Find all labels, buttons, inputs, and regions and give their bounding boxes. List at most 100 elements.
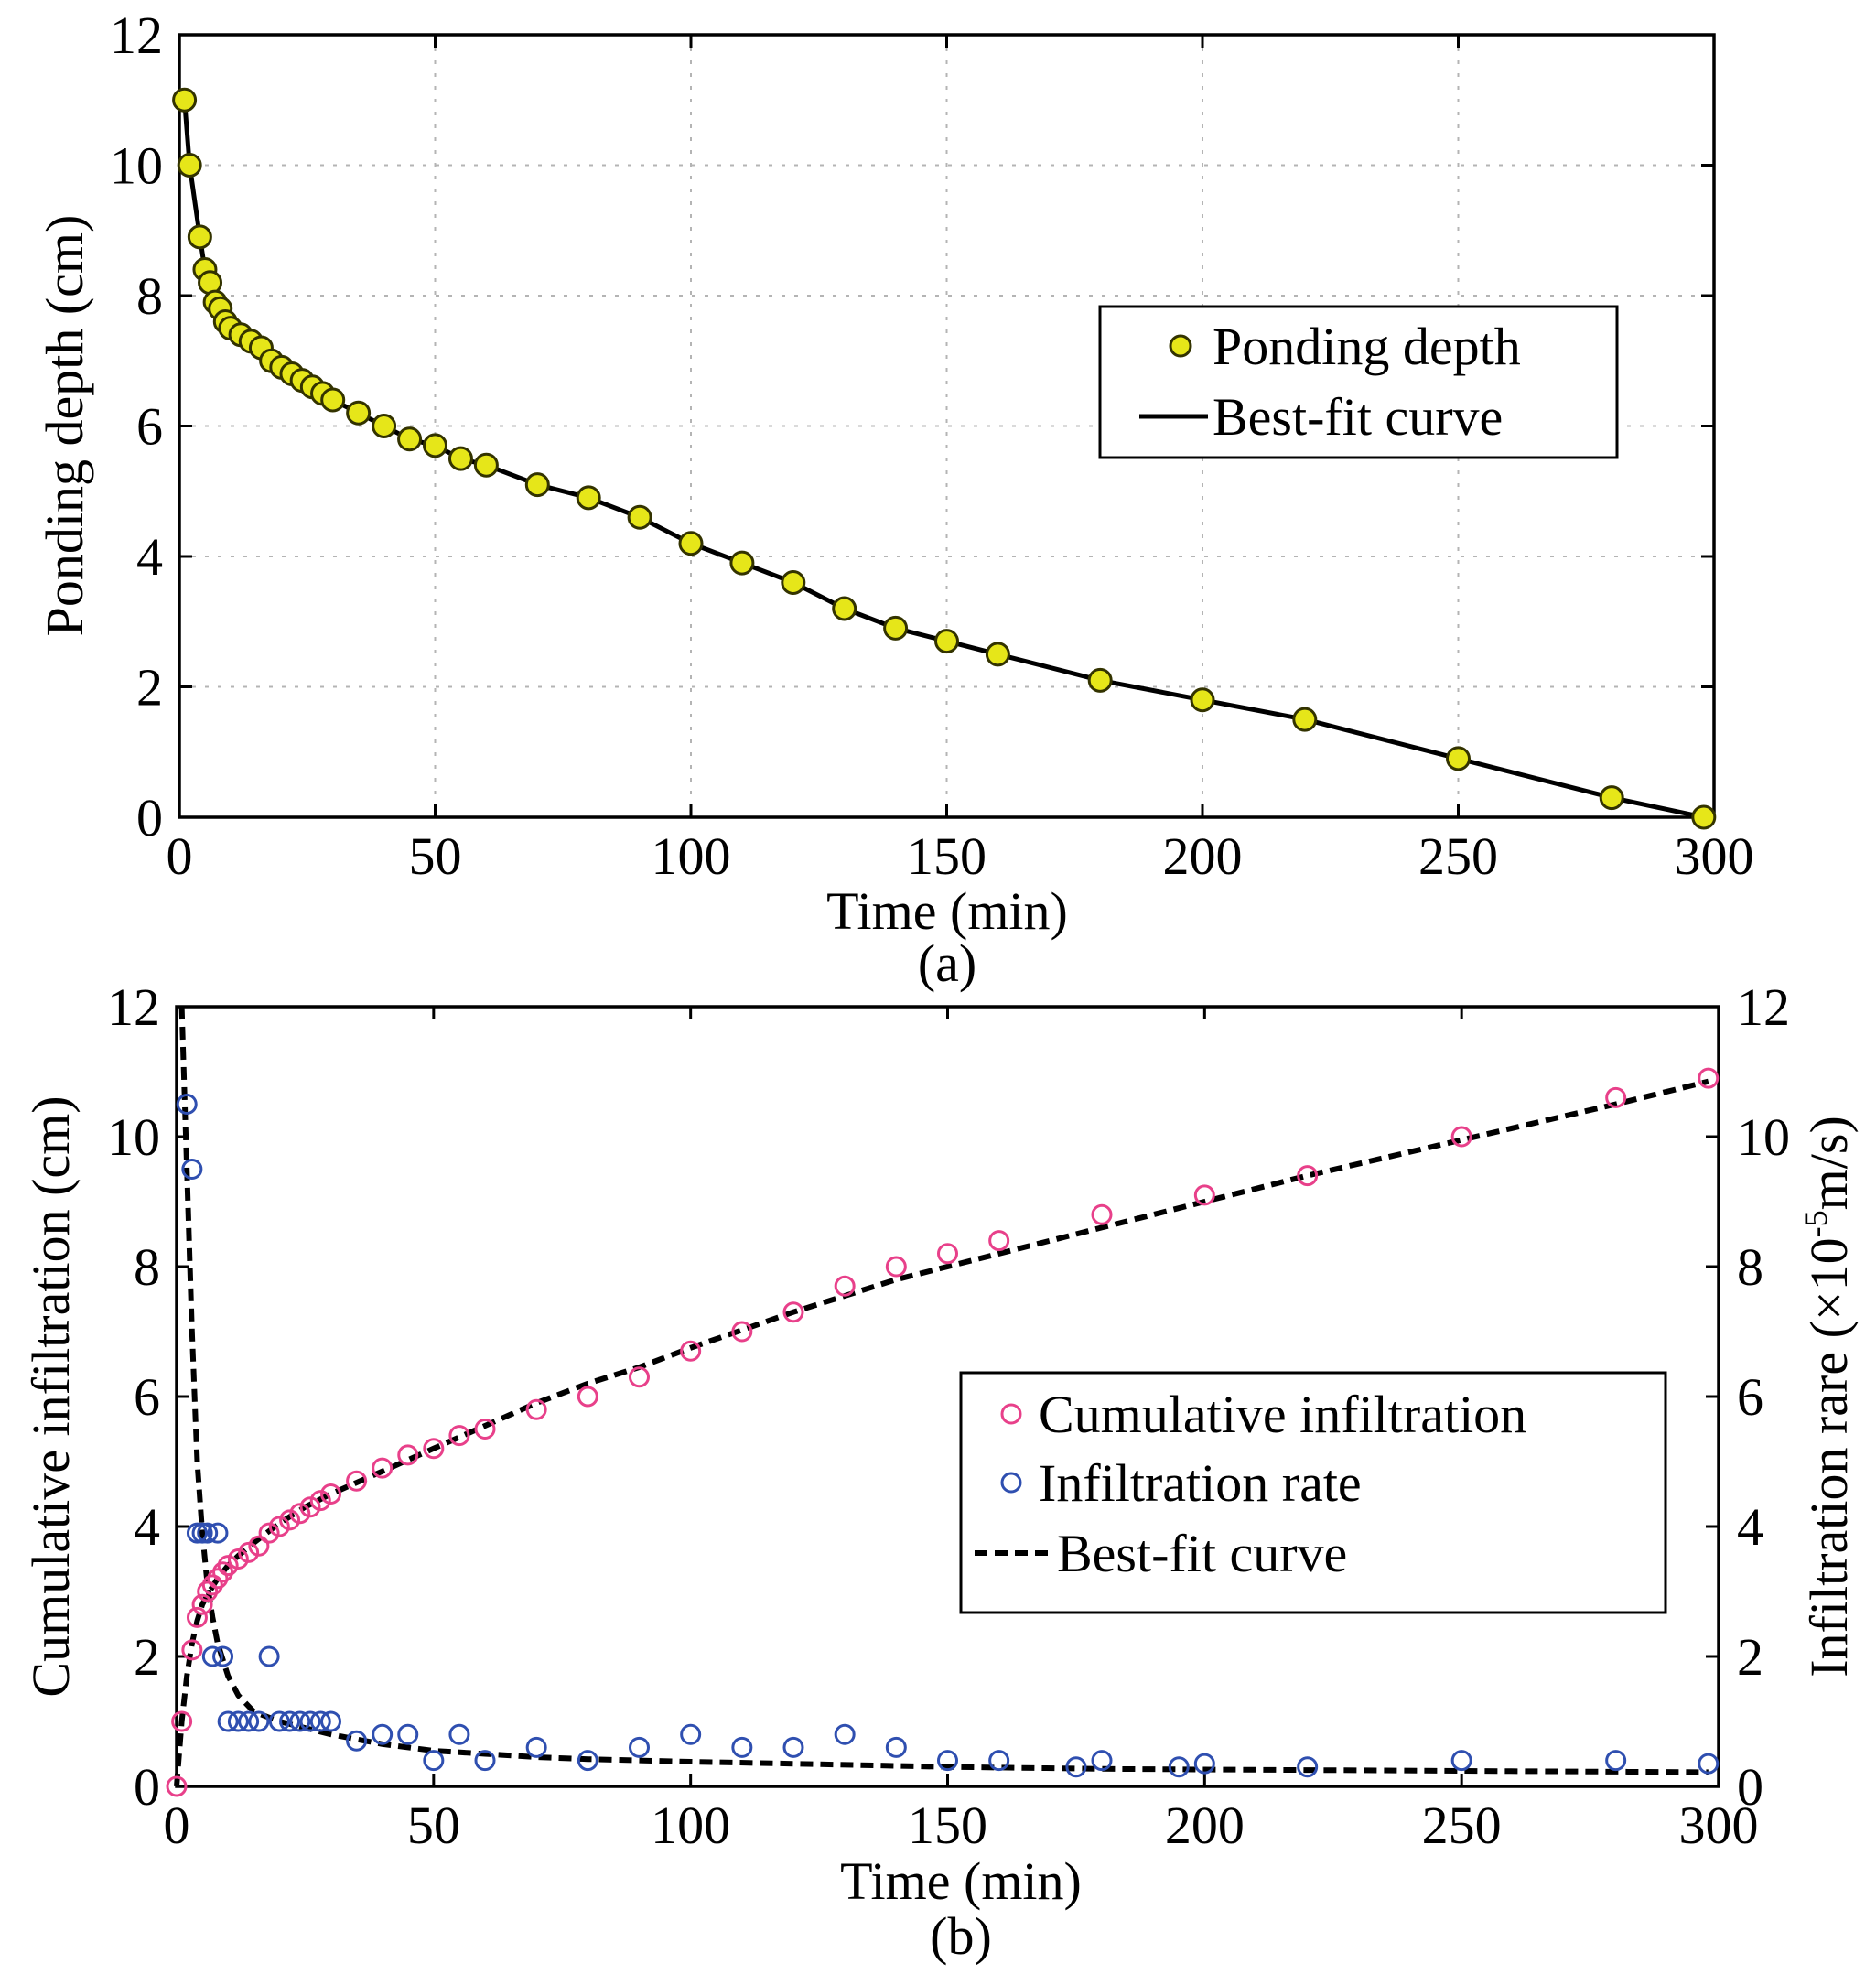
infiltration-rate-point [309,1710,331,1732]
ponding-depth-point [883,615,909,641]
infiltration-rate-point [525,1736,547,1758]
infiltration-rate-point [1605,1750,1627,1772]
ponding-depth-point [1691,804,1717,830]
legend-cumulative-marker [1000,1403,1022,1425]
ponding-depth-point [832,596,857,621]
ponding-depth-point [320,387,346,413]
ponding-depth-point [1087,667,1113,693]
cumulative-infiltration-point [197,1580,219,1602]
panel-b-y-tick-label: 4 [134,1497,160,1557]
panel-b-right-y-tick-label: 6 [1737,1367,1763,1427]
cumulative-infiltration-point [782,1301,804,1323]
panel-b-right-y-tick-label: 4 [1737,1497,1763,1557]
infiltration-rate-point [258,1645,280,1667]
infiltration-rate-point [1297,1756,1319,1778]
ponding-depth-point [187,224,212,250]
infiltration-rate-point [1698,1753,1720,1775]
panel-a-grid [179,35,1714,817]
panel-a-y-tick-label: 4 [136,527,163,587]
ponding-depth-point [781,570,806,595]
panel-a-x-tick-label: 250 [1418,826,1498,886]
cumulative-infiltration-point [227,1548,249,1570]
infiltration-rate-point [176,1094,198,1115]
panel-b-x-tick-label: 150 [908,1796,987,1855]
ponding-depth-point [346,400,372,426]
ponding-depth-point [576,485,601,511]
cumulative-infiltration-point [1450,1126,1472,1148]
panel-b-legend: Cumulative infiltration Infiltration rat… [959,1371,1667,1614]
cumulative-infiltration-point [397,1444,419,1466]
ponding-depth-point [1190,687,1215,713]
panel-a-x-tick-label: 300 [1675,826,1754,886]
panel-b-x-tick-label: 50 [407,1796,460,1855]
ponding-depth-point [1446,746,1471,771]
cumulative-infiltration-point [731,1321,753,1343]
cumulative-infiltration-point [680,1340,702,1362]
panel-a-x-tick-label: 50 [409,826,462,886]
infiltration-rate-point [577,1750,598,1772]
cumulative-infiltration-point [258,1522,280,1544]
infiltration-rate-point [1168,1756,1190,1778]
cumulative-infiltration-point [1297,1165,1319,1187]
cumulative-infiltration-point [577,1386,598,1408]
infiltration-rate-point [279,1710,301,1732]
panel-a-x-tick-label: 0 [167,826,193,886]
infiltration-rate-point [1450,1750,1472,1772]
ponding-depth-point [729,550,755,576]
infiltration-rate-point [238,1710,260,1732]
legend-cumulative-label: Cumulative infiltration [1039,1385,1526,1444]
cumulative-infiltration-point [289,1503,311,1525]
panel-b-y-tick-label: 10 [107,1107,160,1167]
ponding-depth-point [172,87,198,113]
panel-b-right-y-tick-label: 10 [1737,1107,1790,1167]
cumulative-infiltration-point [320,1483,341,1505]
cumulative-infiltration-point [885,1256,907,1278]
cumulative-infiltration-point [474,1419,496,1440]
panel-b-y-tick-label: 0 [134,1757,160,1817]
panel-a-x-tick-label: 100 [652,826,731,886]
infiltration-rate-point [268,1710,290,1732]
cumulative-infiltration-point [212,1561,234,1583]
panel-a-y-tick-label: 2 [136,658,163,717]
infiltration-rate-point [448,1723,470,1745]
panel-a-y-tick-label: 0 [136,788,163,847]
right-y-label-exponent: -5 [1797,1210,1834,1237]
ponding-depth-point [985,642,1010,667]
panel-b-x-tick-label: 300 [1679,1796,1759,1855]
cumulative-infiltration-point [171,1710,193,1732]
panel-b-right-y-axis-label: Infiltration rare (×10-5m/s) [1797,1116,1859,1678]
panel-a-y-tick-label: 8 [136,266,163,326]
cumulative-infiltration-point [346,1470,368,1492]
cumulative-infiltration-point [448,1425,470,1447]
right-y-label-unit: m/s) [1799,1116,1859,1210]
ponding-depth-point [678,531,704,556]
panel-b-x-tick-label: 250 [1422,1796,1502,1855]
panel-a-y-tick-label: 6 [136,397,163,457]
ponding-depth-point [177,153,202,178]
infiltration-rate-point [937,1750,958,1772]
cumulative-infiltration-point [309,1490,331,1512]
infiltration-rate-point [834,1723,856,1745]
legend-rate-marker [1000,1472,1022,1494]
cumulative-infiltration-point [937,1243,958,1265]
cumulative-infiltration-point [1605,1086,1627,1108]
ponding-depth-point [397,426,423,452]
best-fit-curve-cumulative [174,1078,1709,1787]
infiltration-rate-point [227,1710,249,1732]
infiltration-rate-point [1065,1756,1087,1778]
panel-b-label: (b) [930,1906,992,1966]
infiltration-rate-point [680,1723,702,1745]
panel-b-x-tick-label: 200 [1165,1796,1245,1855]
infiltration-rate-point [289,1710,311,1732]
ponding-depth-point [372,414,397,438]
cumulative-infiltration-point [1091,1203,1113,1225]
infiltration-rate-point [201,1645,223,1667]
legend-best-fit-label-b: Best-fit curve [1057,1524,1347,1583]
infiltration-rate-point [299,1710,321,1732]
panel-b-right-y-tick-label: 12 [1737,977,1790,1037]
infiltration-rate-point [782,1736,804,1758]
cumulative-infiltration-point [207,1568,229,1590]
panel-a-x-tick-label: 150 [907,826,987,886]
panel-a-ticks: 0 50 100 150 200 250 300 0 2 4 6 8 10 12 [110,5,1754,886]
panel-a-legend-box [1098,305,1619,459]
